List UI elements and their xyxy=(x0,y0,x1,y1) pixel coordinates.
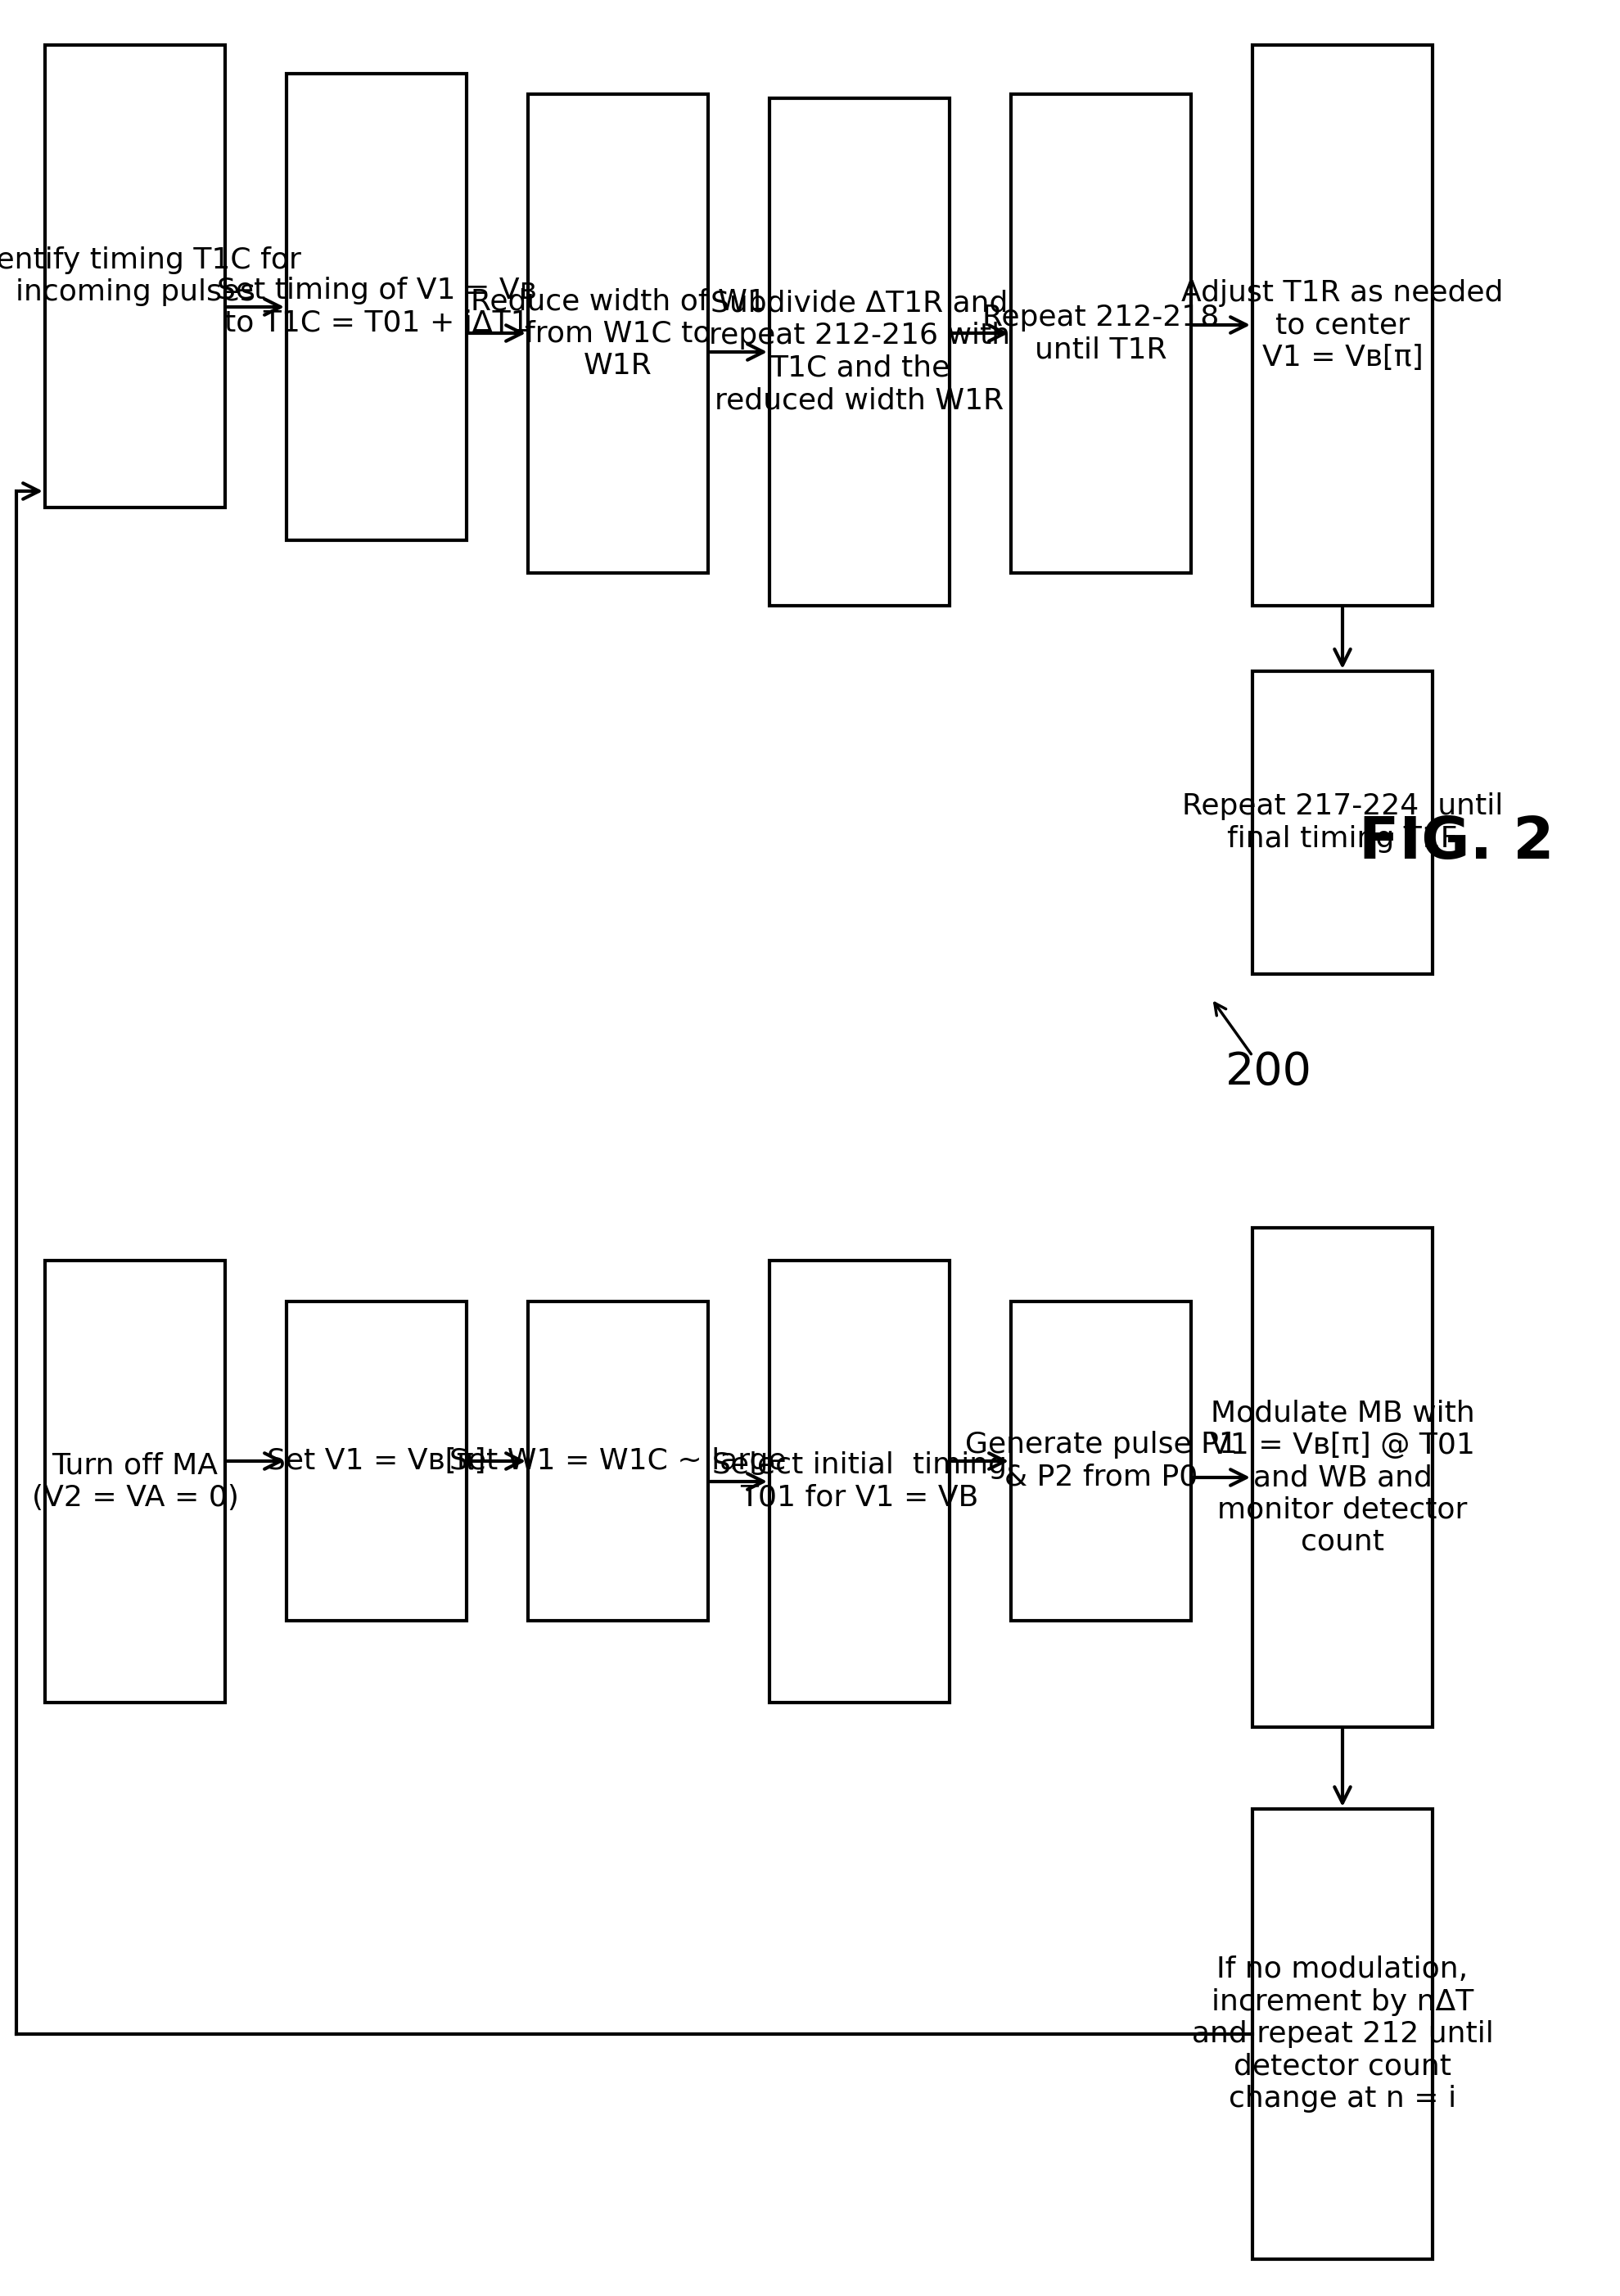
FancyBboxPatch shape xyxy=(1252,1809,1432,2259)
Text: Set V1 = Vʙ[π]: Set V1 = Vʙ[π] xyxy=(267,1446,486,1474)
Text: Identify timing T1C for
incoming pulses: Identify timing T1C for incoming pulses xyxy=(0,246,301,305)
FancyBboxPatch shape xyxy=(770,1261,949,1704)
FancyBboxPatch shape xyxy=(1252,46,1432,606)
FancyBboxPatch shape xyxy=(45,46,225,507)
FancyBboxPatch shape xyxy=(1252,670,1432,974)
Text: Generate pulse P1
& P2 from P0: Generate pulse P1 & P2 from P0 xyxy=(966,1430,1238,1490)
Text: If no modulation,
increment by nΔT
and repeat 212 until
detector count
change at: If no modulation, increment by nΔT and r… xyxy=(1192,1956,1494,2112)
Text: Repeat 212-218
until T1R: Repeat 212-218 until T1R xyxy=(983,303,1220,363)
Text: Modulate MB with
V1 = Vʙ[π] @ T01
and WB and
monitor detector
count: Modulate MB with V1 = Vʙ[π] @ T01 and WB… xyxy=(1210,1398,1476,1557)
Text: Set W1 = W1C ~ large: Set W1 = W1C ~ large xyxy=(450,1446,786,1474)
FancyBboxPatch shape xyxy=(287,1302,467,1621)
FancyBboxPatch shape xyxy=(287,73,467,540)
FancyBboxPatch shape xyxy=(770,99,949,606)
FancyBboxPatch shape xyxy=(528,94,708,574)
Text: Adjust T1R as needed
to center
V1 = Vʙ[π]: Adjust T1R as needed to center V1 = Vʙ[π… xyxy=(1181,280,1503,372)
FancyBboxPatch shape xyxy=(1011,1302,1191,1621)
FancyBboxPatch shape xyxy=(1011,94,1191,574)
Text: Reduce width of W1
from W1C to
W1R: Reduce width of W1 from W1C to W1R xyxy=(470,287,766,379)
Text: 200: 200 xyxy=(1225,1049,1312,1095)
FancyBboxPatch shape xyxy=(1252,1228,1432,1727)
Text: Set timing of V1 = Vʙ
to T1C = T01 + iΔT1: Set timing of V1 = Vʙ to T1C = T01 + iΔT… xyxy=(217,278,536,338)
Text: Turn off MA
(V2 = VA = 0): Turn off MA (V2 = VA = 0) xyxy=(31,1451,238,1511)
Text: FIG. 2: FIG. 2 xyxy=(1359,815,1554,872)
FancyBboxPatch shape xyxy=(45,1261,225,1704)
Text: Repeat 217-224  until
final timing T1F: Repeat 217-224 until final timing T1F xyxy=(1183,792,1503,852)
FancyBboxPatch shape xyxy=(528,1302,708,1621)
Text: Select initial  timing
T01 for V1 = VB: Select initial timing T01 for V1 = VB xyxy=(713,1451,1008,1511)
Text: Subdivide ΔT1R and
repeat 212-216 with
T1C and the
reduced width W1R: Subdivide ΔT1R and repeat 212-216 with T… xyxy=(710,289,1011,413)
